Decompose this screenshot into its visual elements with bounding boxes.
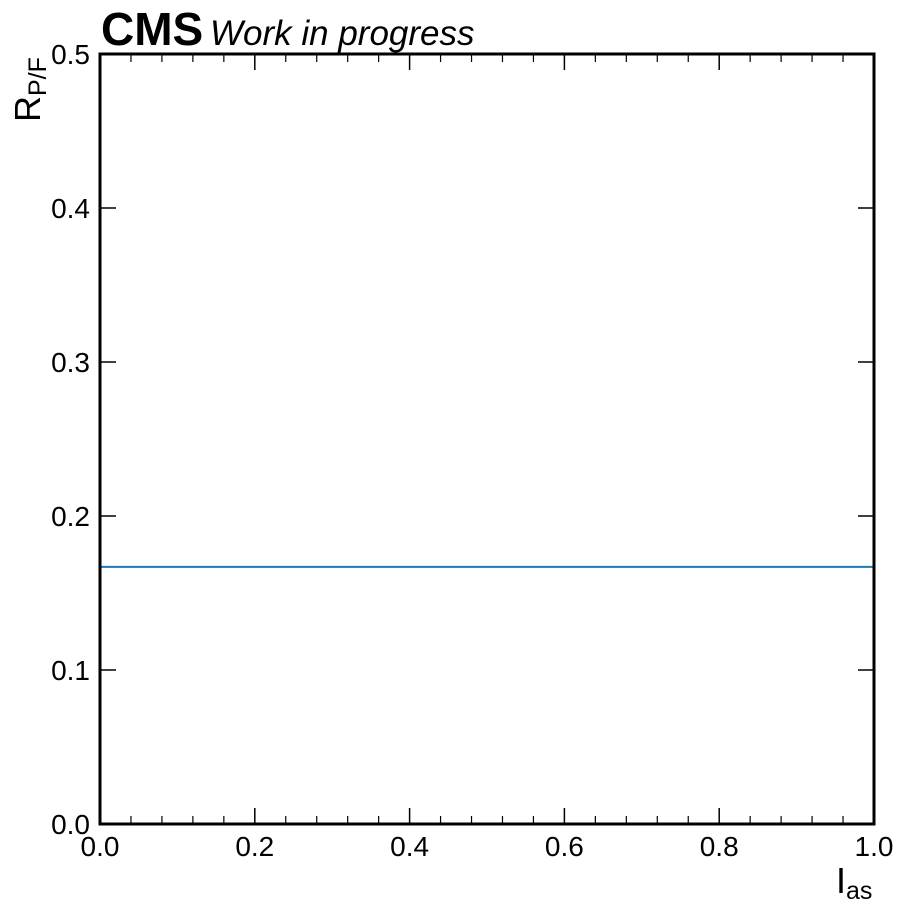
y-tick-label: 0.4 (51, 193, 90, 224)
y-tick-label: 0.5 (51, 39, 90, 70)
y-tick-label: 0.0 (51, 809, 90, 840)
plot-frame (98, 52, 876, 826)
x-tick-label: 1.0 (855, 831, 894, 862)
y-axis-label: RP/F (7, 57, 52, 122)
x-axis-label-main: I (836, 860, 846, 901)
x-tick-label: 0.2 (235, 831, 274, 862)
y-tick-label: 0.2 (51, 501, 90, 532)
x-tick-label: 0.0 (81, 831, 120, 862)
y-axis-label-sub: P/F (24, 57, 52, 96)
x-tick-label: 0.8 (700, 831, 739, 862)
x-tick-label: 0.6 (545, 831, 584, 862)
y-axis-label-main: R (7, 96, 48, 122)
y-tick-label: 0.1 (51, 655, 90, 686)
x-axis-label: Ias (836, 860, 872, 905)
x-axis-label-sub: as (846, 877, 872, 905)
status-label: Work in progress (210, 14, 475, 53)
cms-label: CMS (101, 3, 203, 55)
tick-labels: 0.0 0.2 0.4 0.6 0.8 1.0 0.0 0.1 0.2 0.3 0.4 0.5 (51, 39, 893, 862)
ticks (99, 53, 875, 825)
y-tick-label: 0.3 (51, 347, 90, 378)
x-tick-label: 0.4 (390, 831, 429, 862)
